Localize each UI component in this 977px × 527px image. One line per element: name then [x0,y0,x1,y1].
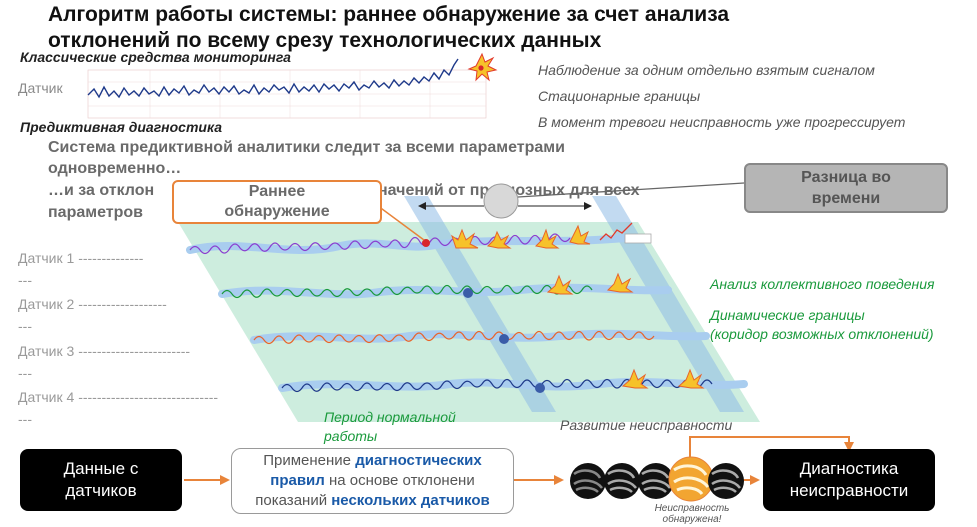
predictive-desc-2: одновременно… [48,160,182,177]
title-line-2: отклонений по всему срезу технологически… [48,29,602,52]
sensor-label-3: Датчик 3 ------------------------ --- [18,343,191,381]
diagnostic-rules-box: Применение диагностических правил на осн… [231,448,514,514]
classic-alarm-burst-icon [467,52,498,82]
swirl-icon-3 [638,463,674,499]
predictive-desc-3: …и за отклон [48,182,155,199]
early-detection-line-1: Раннее [248,183,306,200]
rules-line-2: правил на основе отклонени [270,472,475,489]
swirl-icon-2 [604,463,640,499]
classic-note-3: В момент тревоги неисправность уже прогр… [538,114,906,130]
early-detection-line-2: обнаружение [224,203,330,220]
sensor-label-2: Датчик 2 ------------------- --- [18,296,167,334]
predictive-desc-1: Система предиктивной аналитики следит за… [48,139,565,156]
sensor-data-box: Данные с датчиков [20,449,182,511]
sensor-label-4: Датчик 4 ------------------------------ -… [18,389,219,427]
swirl-icon-1 [570,463,606,499]
fault-development-label: Развитие неисправности [560,417,733,433]
early-detection-pointer [377,205,425,241]
classic-signal-line [87,58,459,99]
predictive-heading: Предиктивная диагностика [20,119,223,135]
alarm-burst-icons [451,224,705,389]
fault-found-label: Неисправность обнаружена! [654,503,730,525]
normal-period-label: Период нормальной работы [324,409,456,444]
swirl-icon-alert [668,456,714,502]
rules-line-1: Применение диагностических [263,452,482,469]
fault-diagnosis-box: Диагностика неисправности [763,449,935,511]
dynamic-bounds-note-1: Динамические границы [710,307,865,323]
dynamic-bounds-note-2: (коридор возможных отклонений) [710,326,934,342]
time-difference-line-1: Разница во [801,169,891,186]
swirl-icon-4 [708,463,744,499]
early-detection-band [404,196,556,412]
classic-heading: Классические средства мониторинга [20,49,291,65]
sensor-1-tube [186,222,652,255]
sensor-3-tube [250,329,710,345]
title-line-1: Алгоритм работы системы: раннее обнаруже… [48,3,730,26]
classic-note-1: Наблюдение за одним отдельно взятым сигн… [538,62,875,78]
sensor-label-1: Датчик 1 -------------- --- [18,250,144,288]
swirl-icons [570,456,744,502]
classic-chart-grid [87,69,487,119]
page-title: Алгоритм работы системы: раннее обнаруже… [48,2,848,54]
classic-note-2: Стационарные границы [538,88,701,104]
time-difference-arrows [418,182,745,219]
predictive-desc-4: параметров [48,204,143,221]
sensor-2-tube [218,283,672,299]
time-difference-line-2: времени [811,190,881,207]
classic-sensor-label: Датчик [18,80,63,96]
collective-analysis-note: Анализ коллективного поведения [710,276,935,292]
rules-line-3: показаний нескольких датчиков [255,492,490,509]
sensor-plane [178,222,760,422]
alarm-band [592,196,744,412]
flow-arrows [184,436,854,485]
early-detection-callout: Раннее обнаружение [172,180,382,224]
early-detection-point [422,239,430,247]
time-difference-box: Разница во времени [744,163,948,213]
